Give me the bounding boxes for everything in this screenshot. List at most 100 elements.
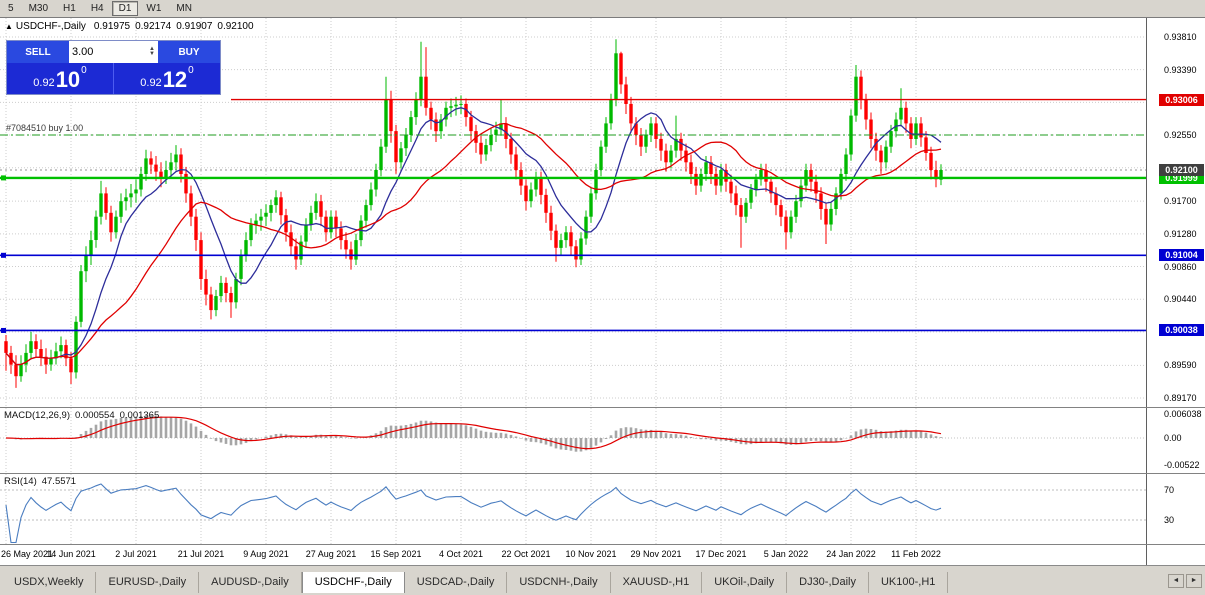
line-drag-handle[interactable] xyxy=(1,252,6,258)
timeframe-button-d1[interactable]: D1 xyxy=(111,1,139,16)
timeframe-button-5[interactable]: 5 xyxy=(1,1,21,16)
timeframe-button-mn[interactable]: MN xyxy=(169,1,199,16)
bear-candle xyxy=(279,197,283,216)
bull-candle xyxy=(899,107,903,120)
chart-tab-usdx-weekly[interactable]: USDX,Weekly xyxy=(2,572,97,593)
bull-candle xyxy=(99,193,103,217)
bear-candle xyxy=(544,194,548,213)
sell-button[interactable]: SELL xyxy=(7,41,69,63)
rsi-line xyxy=(5,483,942,544)
timeframe-button-h1[interactable]: H1 xyxy=(56,1,83,16)
bear-candle xyxy=(334,216,338,229)
time-axis[interactable]: 26 May 2021 14 Jun 2021 2 Jul 2021 21 Jul 2… xyxy=(0,545,1146,565)
bear-candle xyxy=(464,103,468,118)
bear-candle xyxy=(809,170,813,182)
bear-candle xyxy=(934,170,938,180)
bear-candle xyxy=(339,228,343,241)
bull-candle xyxy=(454,104,458,107)
line-drag-handle[interactable] xyxy=(1,175,6,181)
bull-candle xyxy=(74,321,78,373)
bear-candle xyxy=(344,240,348,250)
date-tick-label: 17 Dec 2021 xyxy=(695,549,747,559)
buy-button[interactable]: BUY xyxy=(158,41,220,63)
bear-candle xyxy=(814,181,818,194)
bull-candle xyxy=(499,123,503,130)
rsi-pane[interactable]: RSI(14) 47.5571 xyxy=(0,474,1146,544)
tab-scroll-right-button[interactable]: ► xyxy=(1186,574,1202,588)
order-line-label[interactable]: #7084510 buy 1.00 xyxy=(6,123,84,134)
date-tick-label: 9 Aug 2021 xyxy=(243,549,289,559)
macd-canvas xyxy=(0,408,1146,473)
macd-value-2: 0.001365 xyxy=(119,410,160,421)
timeframe-button-h4[interactable]: H4 xyxy=(83,1,111,16)
timeframe-button-m30[interactable]: M30 xyxy=(21,1,56,16)
bull-candle xyxy=(29,341,33,353)
ohlc-open: 0.91975 xyxy=(93,21,131,32)
bull-candle xyxy=(459,103,463,105)
bear-candle xyxy=(879,150,883,163)
moving-average-line xyxy=(5,122,942,366)
bull-candle xyxy=(164,170,168,178)
bull-candle xyxy=(329,216,333,233)
bull-candle xyxy=(494,129,498,135)
bear-candle xyxy=(104,193,108,213)
date-tick-label: 21 Jul 2021 xyxy=(177,549,225,559)
bear-candle xyxy=(859,76,863,100)
bear-candle xyxy=(574,246,578,260)
chart-tab-eurusd-daily[interactable]: EURUSD-,Daily xyxy=(96,572,200,593)
bear-candle xyxy=(394,131,398,163)
chart-tab-dj30-daily[interactable]: DJ30-,Daily xyxy=(787,572,869,593)
bull-candle xyxy=(614,53,618,100)
bear-candle xyxy=(619,53,623,85)
price-tick-label: 0.89590 xyxy=(1164,360,1197,371)
macd-pane[interactable]: MACD(12,26,9) 0.000554 0.001365 xyxy=(0,408,1146,473)
bear-candle xyxy=(909,123,913,139)
macd-title: MACD(12,26,9) xyxy=(4,410,70,421)
chart-tab-usdcad-daily[interactable]: USDCAD-,Daily xyxy=(405,572,508,593)
volume-value[interactable]: 3.00 xyxy=(72,46,94,58)
moving-average-line xyxy=(5,107,942,366)
price-tick-label: 0.92550 xyxy=(1164,130,1197,141)
bull-candle xyxy=(249,224,253,241)
indicator-axis-label: 0.006038 xyxy=(1164,409,1202,419)
price-tick-label: 0.91700 xyxy=(1164,196,1197,207)
sell-price[interactable]: 0.92 10 0 xyxy=(7,63,113,94)
collapse-arrow-icon[interactable]: ▲ xyxy=(5,22,13,31)
bull-candle xyxy=(669,150,673,163)
bull-candle xyxy=(449,106,453,108)
price-chart-pane[interactable]: ▲ USDCHF-,Daily 0.91975 0.92174 0.91907 0.921… xyxy=(0,18,1146,407)
chart-tab-audusd-daily[interactable]: AUDUSD-,Daily xyxy=(199,572,302,593)
bull-candle xyxy=(489,135,493,146)
line-drag-handle[interactable] xyxy=(1,327,6,333)
bull-candle xyxy=(299,241,303,260)
chart-tab-uk100-h1[interactable]: UK100-,H1 xyxy=(869,572,949,593)
tab-scroll-left-button[interactable]: ◄ xyxy=(1168,574,1184,588)
macd-row: MACD(12,26,9) 0.000554 0.001365 0.006038 0.… xyxy=(0,408,1205,474)
date-tick-label: 27 Aug 2021 xyxy=(305,549,357,559)
timeframe-button-w1[interactable]: W1 xyxy=(139,1,169,16)
bull-candle xyxy=(129,193,133,198)
bear-candle xyxy=(679,138,683,151)
volume-up-button[interactable]: ▲ xyxy=(149,46,155,52)
bull-candle xyxy=(214,296,218,311)
volume-input[interactable]: 3.00 ▲ ▼ xyxy=(69,41,158,63)
bull-candle xyxy=(219,282,223,297)
buy-price[interactable]: 0.92 12 0 xyxy=(113,63,220,94)
chart-tab-usdcnh-daily[interactable]: USDCNH-,Daily xyxy=(507,572,611,593)
bull-candle xyxy=(854,76,858,116)
bear-candle xyxy=(569,232,573,247)
bull-candle xyxy=(364,205,368,221)
chart-tabs: USDX,Weekly EURUSD-,Daily AUDUSD-,Daily USD… xyxy=(2,572,949,593)
bull-candle xyxy=(169,162,173,171)
bear-candle xyxy=(184,173,188,194)
volume-down-button[interactable]: ▼ xyxy=(149,51,155,57)
price-axis[interactable]: 0.938100.933900.929700.925500.921300.917… xyxy=(1146,18,1205,407)
rsi-row: RSI(14) 47.5571 70 30 xyxy=(0,474,1205,545)
price-tag: 0.93006 xyxy=(1159,93,1204,106)
bear-candle xyxy=(504,123,508,139)
chart-tab-usdchf-daily[interactable]: USDCHF-,Daily xyxy=(301,572,405,593)
chart-tab-ukoil-daily[interactable]: UKOil-,Daily xyxy=(702,572,788,593)
candlestick-canvas[interactable] xyxy=(0,18,1146,407)
bull-candle xyxy=(799,185,803,202)
chart-tab-xauusd-h1[interactable]: XAUUSD-,H1 xyxy=(611,572,703,593)
